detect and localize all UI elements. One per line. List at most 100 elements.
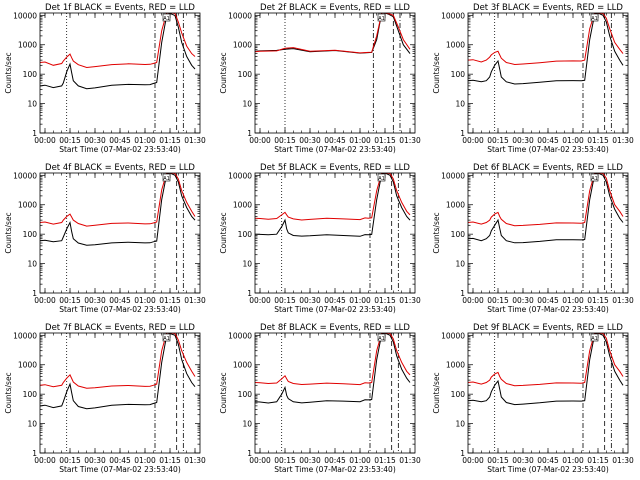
x-tick-label: 00:15 [487, 296, 509, 305]
y-tick-label: 1000 [18, 201, 37, 210]
marker-box [377, 13, 386, 22]
marker-box [162, 173, 171, 182]
x-tick-label: 01:15 [374, 296, 396, 305]
panel-title: Det 5f BLACK = Events, RED = LLD [260, 163, 410, 173]
plot-area [255, 333, 411, 453]
x-tick-label: 00:00 [249, 136, 271, 145]
y-axis-title: Counts/sec [219, 52, 228, 93]
x-tick-label: 00:45 [537, 456, 559, 465]
plot-frame [254, 172, 416, 294]
detector-panel-3: Det 3f BLACK = Events, RED = LLD 1 10 100 10… [432, 3, 634, 154]
x-tick-label: 00:15 [274, 456, 296, 465]
lld-series-line [40, 173, 196, 227]
y-axis-title: Counts/sec [432, 372, 441, 413]
detector-panel-6: Det 6f BLACK = Events, RED = LLD 1 10 100 10… [432, 163, 634, 314]
marker-box [377, 173, 386, 182]
x-tick-label: 01:30 [184, 296, 206, 305]
y-tick-label: 10 [27, 420, 37, 429]
y-tick-label: 1000 [233, 201, 252, 210]
plot-frame [39, 172, 201, 294]
lld-series-line [255, 333, 411, 386]
x-tick-label: 01:30 [612, 456, 634, 465]
x-tick-label: 00:45 [109, 456, 131, 465]
x-axis-title: Start Time (07-Mar-02 23:53:40) [487, 145, 609, 154]
marker-box [377, 333, 386, 342]
x-tick-label: 00:00 [462, 456, 484, 465]
panel-title: Det 9f BLACK = Events, RED = LLD [473, 323, 623, 333]
y-axis-title: Counts/sec [432, 52, 441, 93]
x-tick-label: 00:15 [487, 456, 509, 465]
x-tick-label: 00:30 [299, 296, 321, 305]
y-tick-label: 1000 [233, 361, 252, 370]
x-tick-label: 01:15 [587, 296, 609, 305]
x-axis-title: Start Time (07-Mar-02 23:53:40) [487, 305, 609, 314]
y-tick-label: 10 [242, 100, 252, 109]
x-tick-label: 00:15 [487, 136, 509, 145]
y-tick-label: 1 [460, 289, 465, 298]
lld-series-line [468, 173, 624, 227]
marker-box-label: A1 [378, 16, 385, 22]
x-tick-label: 00:00 [249, 296, 271, 305]
marker-box [162, 13, 171, 22]
y-tick-label: 1 [247, 129, 252, 138]
plot-frame [254, 12, 416, 134]
plot-area [255, 13, 411, 133]
y-tick-label: 10000 [228, 11, 252, 20]
x-tick-label: 01:30 [399, 456, 421, 465]
x-tick-label: 00:45 [324, 136, 346, 145]
x-axis-title: Start Time (07-Mar-02 23:53:40) [274, 465, 396, 474]
marker-box [162, 333, 171, 342]
x-tick-label: 01:00 [562, 136, 584, 145]
x-tick-label: 01:30 [399, 136, 421, 145]
x-axis-title: Start Time (07-Mar-02 23:53:40) [59, 145, 181, 154]
panel-title: Det 4f BLACK = Events, RED = LLD [45, 163, 195, 173]
x-tick-label: 01:00 [349, 296, 371, 305]
x-tick-label: 01:15 [159, 136, 181, 145]
x-tick-label: 01:15 [587, 456, 609, 465]
y-axis-title: Counts/sec [219, 372, 228, 413]
x-tick-label: 01:15 [159, 456, 181, 465]
plot-frame [254, 332, 416, 454]
x-tick-label: 01:15 [587, 136, 609, 145]
x-tick-label: 00:15 [59, 456, 81, 465]
plot-area [468, 333, 624, 453]
plot-frame [39, 12, 201, 134]
marker-box-label: A1 [591, 176, 598, 182]
y-axis-title: Counts/sec [219, 212, 228, 253]
plot-area [468, 173, 624, 293]
x-tick-label: 00:30 [84, 136, 106, 145]
y-tick-label: 10000 [13, 11, 37, 20]
y-tick-label: 10000 [13, 331, 37, 340]
plot-area [40, 333, 196, 453]
plot-area [40, 173, 196, 293]
y-tick-label: 1 [247, 289, 252, 298]
x-tick-label: 00:15 [59, 296, 81, 305]
x-tick-label: 01:15 [374, 136, 396, 145]
panel-title: Det 8f BLACK = Events, RED = LLD [260, 323, 410, 333]
events-series-line [255, 13, 411, 54]
detector-panel-5: Det 5f BLACK = Events, RED = LLD 1 10 100 10… [219, 163, 421, 314]
events-series-line [40, 333, 196, 410]
marker-box-label: A1 [378, 336, 385, 342]
x-tick-label: 00:45 [324, 296, 346, 305]
marker-box-label: A1 [163, 16, 170, 22]
y-tick-label: 1000 [446, 201, 465, 210]
y-tick-label: 10 [242, 420, 252, 429]
x-tick-label: 00:00 [462, 296, 484, 305]
x-tick-label: 00:30 [512, 456, 534, 465]
marker-box [590, 173, 599, 182]
marker-box-label: A1 [163, 176, 170, 182]
y-tick-label: 100 [238, 230, 253, 239]
x-tick-label: 01:00 [349, 456, 371, 465]
x-axis-title: Start Time (07-Mar-02 23:53:40) [59, 465, 181, 474]
y-tick-label: 1000 [446, 361, 465, 370]
y-tick-label: 100 [451, 70, 466, 79]
y-tick-label: 1000 [446, 41, 465, 50]
x-tick-label: 00:45 [109, 136, 131, 145]
y-tick-label: 10000 [228, 171, 252, 180]
y-tick-label: 100 [23, 390, 38, 399]
x-tick-label: 00:30 [299, 136, 321, 145]
y-tick-label: 1000 [233, 41, 252, 50]
x-axis-title: Start Time (07-Mar-02 23:53:40) [274, 145, 396, 154]
